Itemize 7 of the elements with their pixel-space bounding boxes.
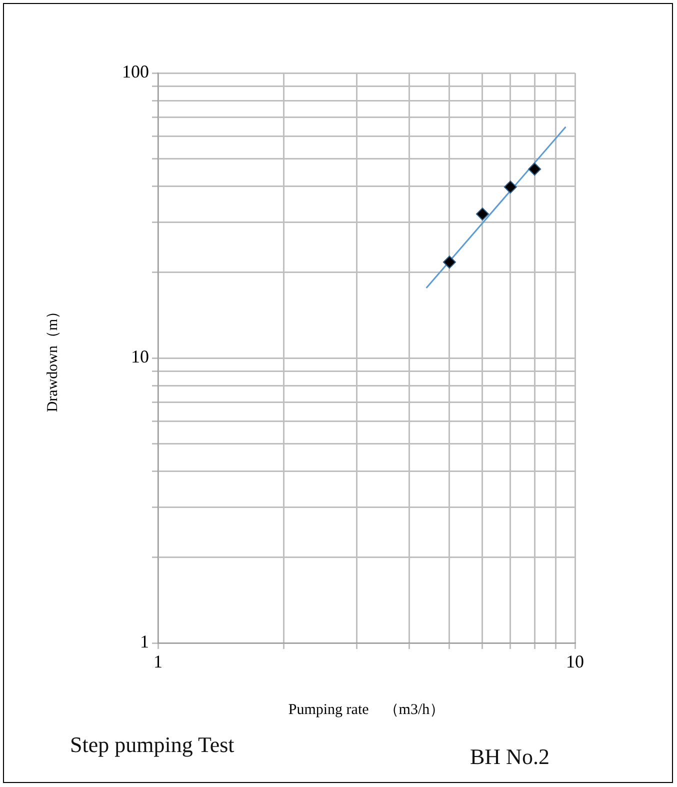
y-axis-title: Drawdown（m） [44,304,61,412]
text: BH No.2 [470,744,550,770]
y-tick-label: 10 [131,346,149,367]
text: Step pumping Test [70,732,234,758]
y-tick-label: 100 [122,62,149,82]
x-axis-title: Pumping rate （m3/h） [288,702,445,718]
y-tick-label: 1 [140,632,149,652]
